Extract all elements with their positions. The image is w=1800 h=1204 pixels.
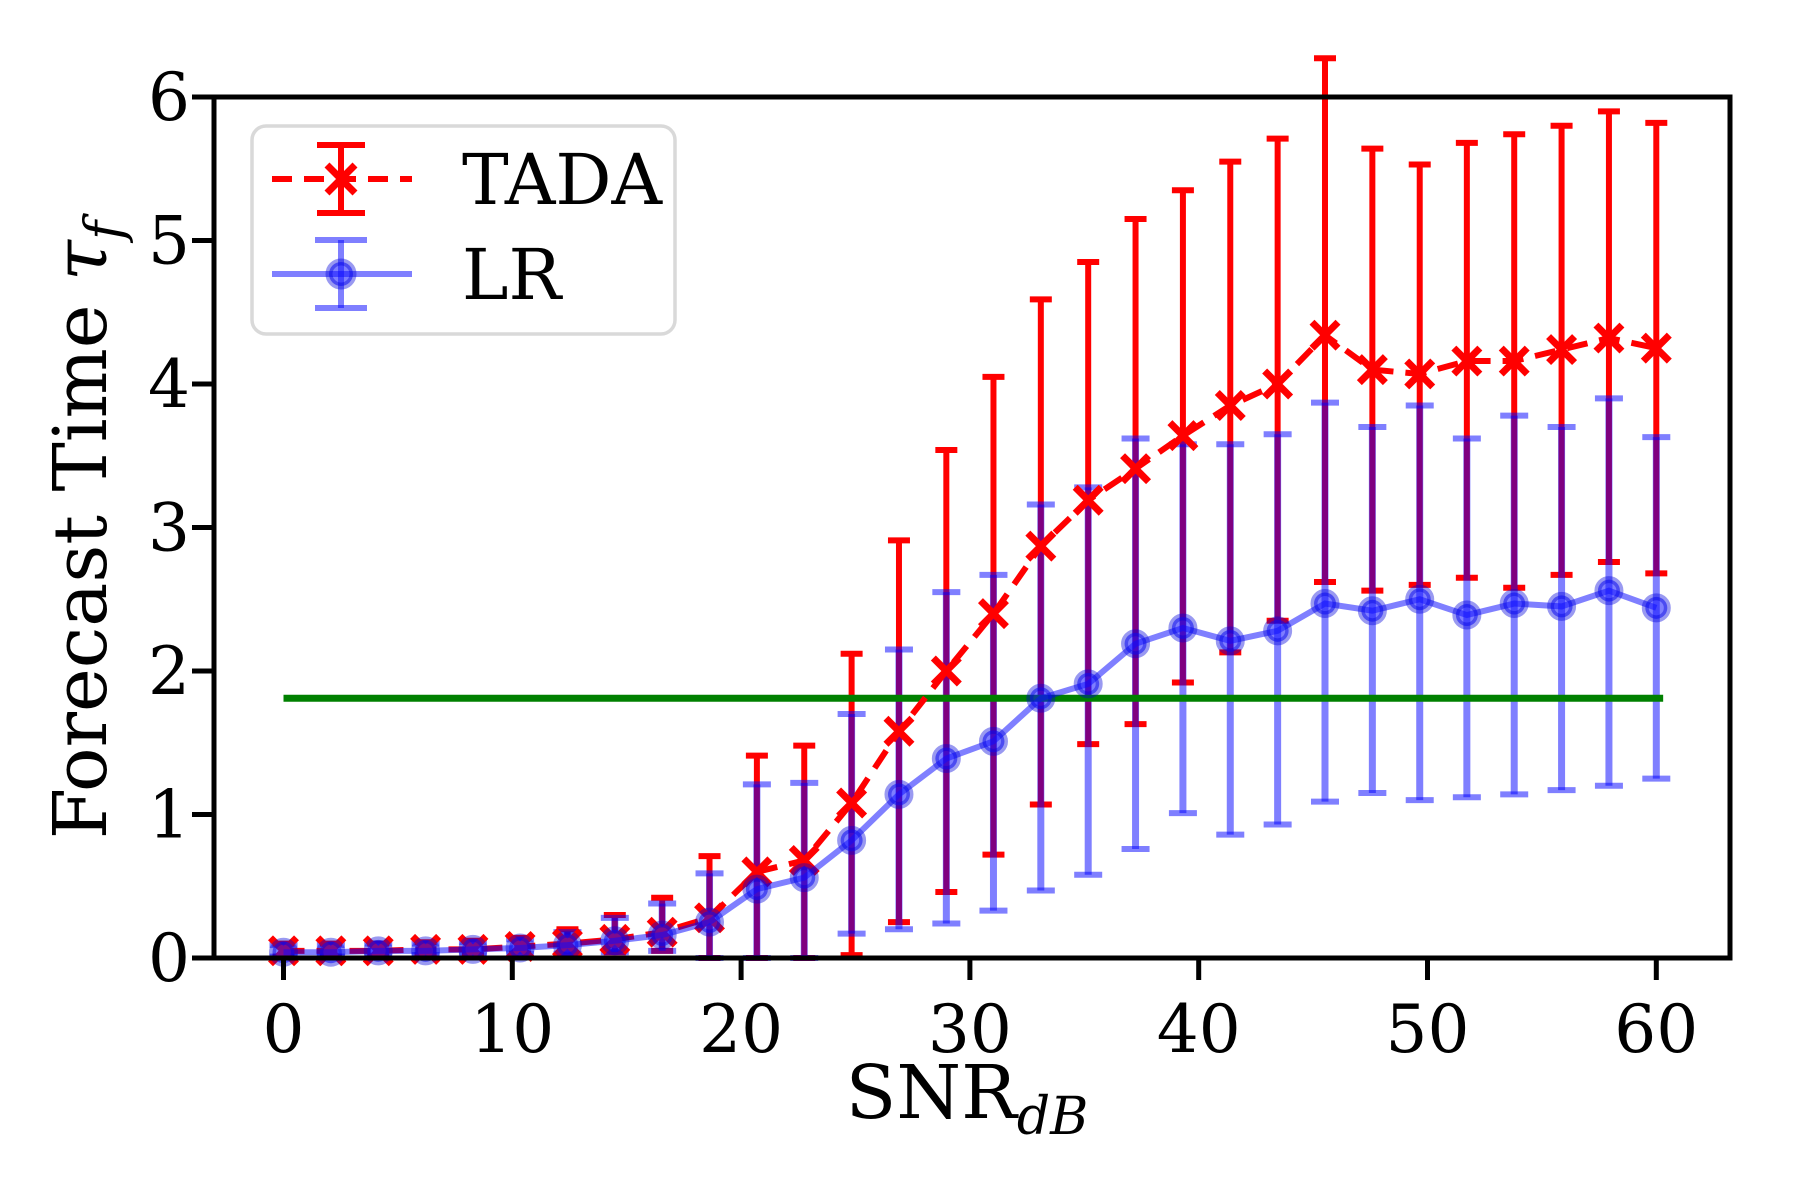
tada-x-marker [741, 856, 773, 888]
lr-circle-marker [884, 779, 914, 809]
tada-x-marker [1498, 345, 1530, 377]
lr-circle-marker [1594, 576, 1624, 606]
legend-lr-circle-marker [325, 258, 357, 290]
lr-circle-marker [600, 926, 630, 956]
lr-errorbars [269, 395, 1671, 961]
lr-circle-marker [552, 930, 582, 960]
x-axis-label: SNRdB [846, 1050, 1089, 1147]
legend-entry-lr: LR [272, 234, 563, 316]
y-axis-ticks: 0 1 2 3 4 5 6 [148, 59, 212, 997]
lr-circle-marker [1215, 626, 1245, 656]
x-tick-label: 10 [470, 991, 554, 1068]
y-tick-label: 6 [148, 59, 190, 136]
x-tick-label: 30 [928, 991, 1012, 1068]
x-tick-label: 40 [1157, 991, 1241, 1068]
tada-x-marker [1214, 390, 1246, 421]
tada-line [283, 331, 1657, 954]
tada-x-marker [1451, 345, 1483, 377]
legend: TADA LR [250, 124, 677, 336]
tada-x-marker [1309, 319, 1341, 351]
x-axis-ticks: 0 10 20 30 40 50 60 [263, 960, 1698, 1068]
lr-circle-marker [789, 863, 819, 893]
lr-circle-marker [1121, 629, 1151, 659]
y-tick-label: 0 [148, 920, 190, 997]
lr-circle-marker [1026, 683, 1056, 713]
tada-x-marker [1404, 358, 1436, 390]
tada-x-marker [788, 844, 820, 876]
legend-box [250, 124, 677, 336]
y-axis-label: Forecast Time τf [38, 213, 135, 839]
plot-border [211, 94, 1733, 961]
legend-label-lr: LR [462, 234, 563, 316]
tada-x-marker [930, 655, 962, 687]
lr-line [283, 587, 1658, 956]
plot-spines [211, 94, 1733, 961]
lr-circle-marker [1168, 613, 1198, 643]
lr-circle-marker [1263, 616, 1293, 646]
legend-entry-tada: TADA [272, 139, 664, 221]
lr-circle-marker [647, 920, 677, 950]
tada-x-marker [1640, 332, 1672, 364]
tada-x-marker [1546, 334, 1578, 366]
y-tick-label: 4 [148, 346, 190, 423]
lr-circle-marker [1310, 589, 1340, 619]
tada-x-marker [1262, 368, 1294, 400]
y-tick-label: 1 [148, 777, 190, 854]
lr-circle-marker [931, 744, 961, 774]
tada-x-marker [836, 787, 868, 819]
lr-circle-marker [1499, 589, 1529, 619]
tada-x-marker [977, 598, 1009, 630]
tada-x-marker [1025, 530, 1057, 562]
lr-circle-marker [1357, 596, 1387, 626]
lr-circle-marker [1405, 584, 1435, 614]
tada-x-marker [1356, 354, 1388, 386]
lr-circle-marker [978, 726, 1008, 756]
lr-circle-marker [1641, 593, 1671, 623]
y-tick-label: 5 [148, 203, 190, 280]
y-tick-label: 2 [148, 633, 190, 710]
x-tick-label: 20 [699, 991, 783, 1068]
lr-circle-marker [742, 874, 772, 904]
lr-circle-marker [1073, 669, 1103, 699]
legend-tada-x-marker-2 [324, 162, 358, 196]
lr-circle-marker [1547, 591, 1577, 621]
lr-series [269, 576, 1671, 967]
tada-x-marker [883, 715, 915, 747]
tada-x-marker [1072, 484, 1104, 516]
legend-label-tada: TADA [462, 139, 664, 221]
x-tick-label: 50 [1386, 991, 1470, 1068]
x-tick-label: 0 [263, 991, 305, 1068]
y-tick-label: 3 [148, 490, 190, 567]
tada-x-marker [1120, 453, 1152, 485]
tada-series [268, 319, 1672, 967]
lr-circle-marker [695, 907, 725, 937]
x-tick-label: 60 [1614, 991, 1698, 1068]
tada-x-marker [1167, 420, 1199, 452]
lr-circle-marker [837, 825, 867, 855]
tada-x-marker [1593, 322, 1625, 354]
lr-circle-marker [1452, 600, 1482, 630]
